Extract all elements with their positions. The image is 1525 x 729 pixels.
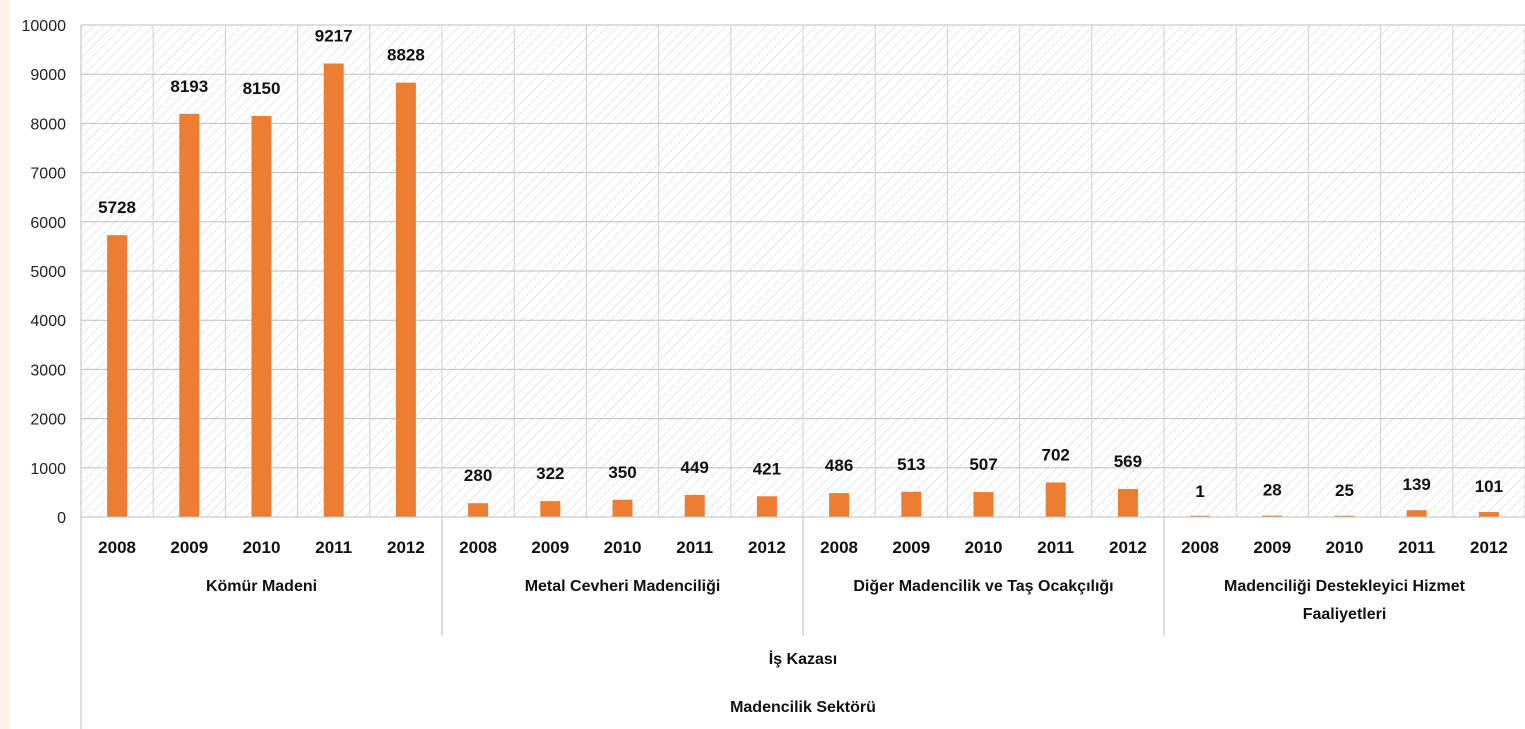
y-tick-label: 9000 (30, 67, 66, 84)
left-strip (0, 0, 10, 729)
data-labels: 5728 8193 8150 9217 8828 280 322 350 449 421 486 51… (98, 27, 1503, 501)
bar (1334, 515, 1355, 517)
level3-label: Madencilik Sektörü (730, 699, 876, 716)
x-tick-label: 2008 (459, 538, 497, 557)
bar (251, 116, 272, 518)
x-tick-label: 2012 (748, 538, 786, 557)
data-label: 280 (464, 466, 492, 485)
data-label: 350 (608, 463, 636, 482)
group-label: Kömür Madeni (206, 578, 317, 595)
y-tick-label: 3000 (30, 362, 66, 379)
data-label: 8828 (387, 46, 425, 65)
x-tick-label: 2010 (1326, 538, 1364, 557)
y-tick-label: 6000 (30, 215, 66, 232)
data-label: 8193 (170, 77, 208, 96)
x-axis: 2008 2009 2010 2011 2012 2008 2009 2010 2011 2012… (80, 25, 1525, 729)
x-tick-label: 2010 (243, 538, 281, 557)
x-tick-label: 2010 (965, 538, 1003, 557)
bar (395, 82, 416, 517)
group-label: Madenciliği Destekleyici Hizmet Faaliyetl… (1224, 578, 1466, 623)
data-label: 507 (969, 455, 997, 474)
data-label: 1 (1195, 482, 1204, 501)
y-tick-label: 7000 (30, 166, 66, 183)
bar (107, 235, 128, 517)
bar (1478, 512, 1499, 517)
data-label: 8150 (243, 79, 281, 98)
bar (973, 492, 994, 517)
x-tick-label: 2010 (604, 538, 642, 557)
y-tick-label: 4000 (30, 313, 66, 330)
data-label: 702 (1042, 445, 1070, 464)
data-label: 421 (753, 459, 781, 478)
x-tick-label: 2011 (1037, 538, 1074, 557)
bar (1406, 510, 1427, 517)
data-label: 513 (897, 455, 925, 474)
bar (612, 499, 633, 517)
bar (540, 501, 561, 517)
bar (901, 491, 922, 517)
bar (684, 494, 705, 517)
bar (1117, 489, 1138, 517)
gridlines (80, 24, 1525, 517)
y-tick-label: 2000 (30, 412, 66, 429)
x-tick-label: 2008 (1181, 538, 1219, 557)
x-tick-label: 2008 (98, 538, 136, 557)
x-tick-label: 2011 (676, 538, 713, 557)
data-label: 322 (536, 464, 564, 483)
data-label: 28 (1263, 481, 1282, 500)
bar-series (107, 63, 1499, 518)
x-tick-label: 2009 (892, 538, 930, 557)
category-groups: Kömür Madeni Metal Cevheri Madenciliği Diğ… (206, 517, 1466, 636)
bar (756, 496, 777, 517)
x-tick-label: 2009 (1253, 538, 1291, 557)
x-tick-label: 2011 (1398, 538, 1435, 557)
data-label: 9217 (315, 27, 353, 46)
x-tick-label: 2011 (315, 538, 352, 557)
group-label: Metal Cevheri Madenciliği (525, 578, 721, 595)
y-tick-label: 5000 (30, 264, 66, 281)
bar (1045, 482, 1066, 517)
bar (1262, 515, 1283, 517)
y-tick-label: 10000 (22, 18, 67, 35)
group-label: Diğer Madencilik ve Taş Ocakçılığı (853, 578, 1113, 595)
y-tick-label: 8000 (30, 116, 66, 133)
y-tick-label: 0 (57, 510, 66, 527)
level2-label: İş Kazası (769, 650, 837, 668)
bar (829, 493, 850, 517)
x-tick-label: 2009 (531, 538, 569, 557)
data-label: 5728 (98, 198, 136, 217)
bar (179, 113, 200, 517)
bar (468, 503, 489, 517)
data-label: 139 (1403, 475, 1431, 494)
data-label: 449 (681, 458, 709, 477)
x-tick-label: 2012 (1109, 538, 1147, 557)
data-label: 101 (1475, 477, 1503, 496)
data-label: 569 (1114, 452, 1142, 471)
y-axis: 0 1000 2000 3000 4000 5000 6000 7000 8000 9000 100… (22, 18, 67, 527)
x-tick-label: 2008 (820, 538, 858, 557)
data-label: 25 (1335, 481, 1354, 500)
x-tick-label: 2009 (170, 538, 208, 557)
bar (323, 63, 344, 518)
x-tick-label: 2012 (387, 538, 425, 557)
data-label: 486 (825, 456, 853, 475)
bar (1190, 515, 1211, 517)
y-tick-label: 1000 (30, 461, 66, 478)
x-tick-label: 2012 (1470, 538, 1508, 557)
